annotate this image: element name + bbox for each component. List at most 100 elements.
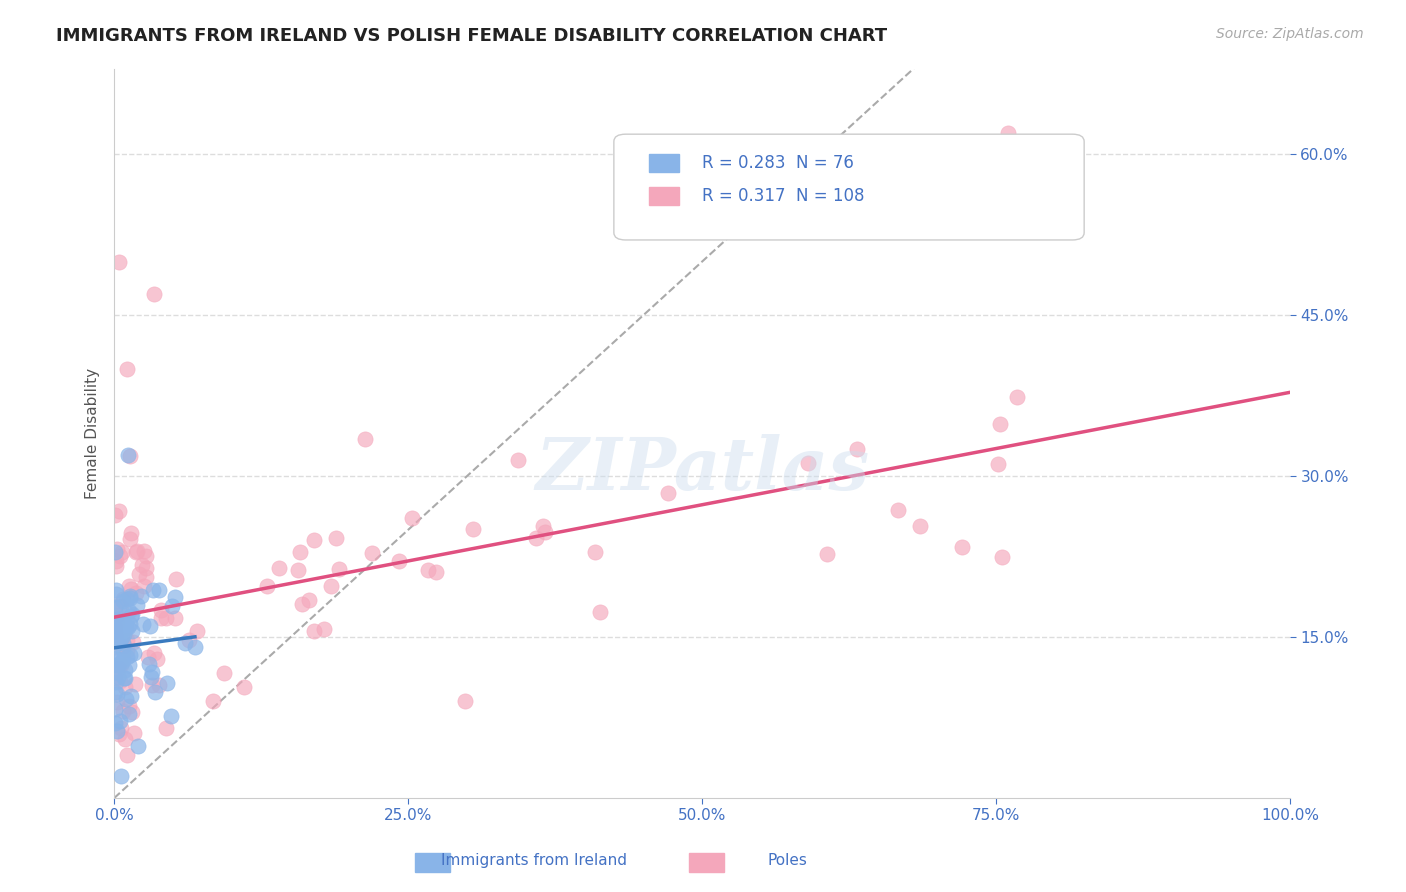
Text: ZIPatlas: ZIPatlas [536, 434, 869, 505]
Point [125, 586, 148, 600]
Point [184, 640, 207, 654]
Point [108, 634, 131, 648]
Point [105, 559, 128, 574]
Point [353, 433, 375, 447]
Point [312, 623, 335, 637]
Point [118, 658, 141, 673]
Point [108, 673, 131, 688]
Point [360, 546, 382, 560]
Point [104, 599, 127, 613]
Point [120, 582, 142, 596]
Point [148, 678, 170, 692]
Point [115, 621, 138, 635]
Point [115, 362, 138, 376]
Point [104, 665, 127, 680]
Text: R = 0.283  N = 76: R = 0.283 N = 76 [702, 154, 853, 172]
Point [141, 665, 163, 679]
Point [132, 544, 155, 558]
Point [142, 583, 165, 598]
Point [425, 565, 447, 579]
Point [145, 685, 167, 699]
Point [134, 579, 156, 593]
Point [107, 542, 129, 557]
Point [950, 541, 973, 555]
Point [104, 651, 127, 665]
Point [160, 599, 183, 613]
Point [155, 721, 177, 735]
Point [110, 545, 132, 559]
Point [107, 687, 129, 701]
Point [583, 544, 606, 558]
Point [328, 562, 350, 576]
Point [288, 545, 311, 559]
Point [104, 508, 127, 522]
Point [163, 590, 186, 604]
Point [108, 600, 131, 615]
Point [127, 543, 149, 558]
Point [110, 616, 132, 631]
Point [1005, 390, 1028, 404]
Point [117, 620, 139, 634]
Point [112, 639, 135, 653]
Point [214, 665, 236, 680]
Point [125, 545, 148, 559]
Point [125, 598, 148, 612]
Y-axis label: Female Disability: Female Disability [86, 368, 100, 499]
Point [232, 680, 254, 694]
Point [104, 672, 127, 686]
Point [120, 591, 142, 605]
Point [657, 486, 679, 500]
Point [886, 503, 908, 517]
Point [120, 609, 142, 624]
Point [107, 653, 129, 667]
Point [131, 589, 153, 603]
Point [104, 624, 127, 639]
Point [110, 721, 132, 735]
Point [118, 532, 141, 546]
Point [997, 126, 1019, 140]
Point [114, 731, 136, 746]
Point [121, 705, 143, 719]
Point [148, 583, 170, 598]
Point [135, 549, 157, 563]
Point [104, 702, 127, 716]
Point [163, 611, 186, 625]
Point [141, 678, 163, 692]
Point [105, 608, 128, 623]
Point [121, 624, 143, 638]
Point [104, 620, 127, 634]
Point [104, 553, 127, 567]
Text: Source: ZipAtlas.com: Source: ZipAtlas.com [1216, 27, 1364, 41]
Point [138, 657, 160, 671]
Point [120, 690, 142, 704]
Point [524, 532, 547, 546]
Point [105, 628, 128, 642]
Point [104, 684, 127, 698]
Point [107, 254, 129, 268]
Point [401, 510, 423, 524]
Point [115, 748, 138, 763]
Text: R = 0.317  N = 108: R = 0.317 N = 108 [702, 187, 865, 205]
Point [815, 547, 838, 561]
Point [461, 523, 484, 537]
Point [107, 657, 129, 672]
Point [104, 640, 127, 654]
Point [990, 417, 1012, 432]
Point [143, 647, 166, 661]
Point [121, 607, 143, 622]
Point [117, 649, 139, 664]
Point [115, 692, 138, 706]
Point [105, 623, 128, 637]
Point [117, 699, 139, 714]
Point [104, 674, 127, 689]
Point [287, 563, 309, 577]
Point [142, 286, 165, 301]
Point [105, 724, 128, 739]
Point [146, 652, 169, 666]
Point [118, 589, 141, 603]
Point [118, 617, 141, 632]
Point [454, 694, 477, 708]
Point [112, 626, 135, 640]
Point [107, 635, 129, 649]
Point [110, 599, 132, 614]
